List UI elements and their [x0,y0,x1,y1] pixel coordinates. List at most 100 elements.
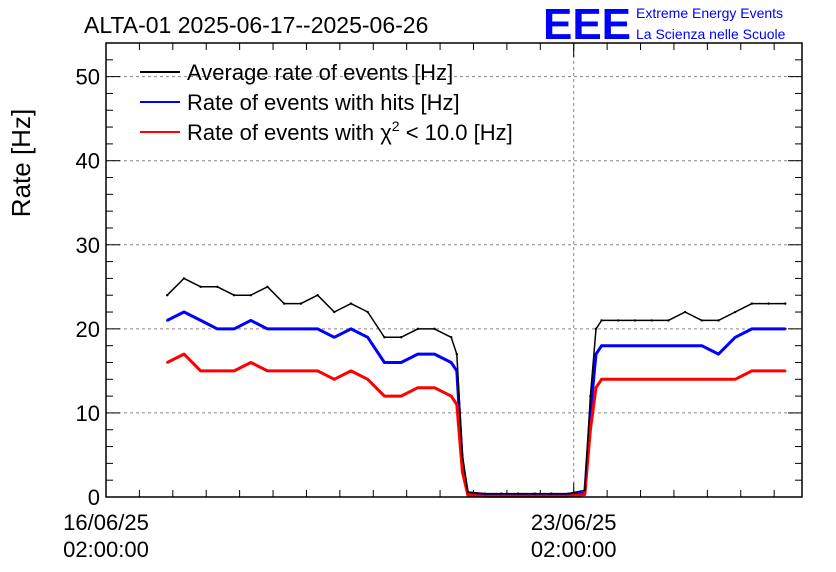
logo-mark: EEE [543,0,631,49]
series-point-0 [483,492,486,495]
series-point-1 [216,327,219,331]
series-point-0 [700,319,703,322]
series-point-0 [566,492,570,495]
series-point-0 [399,336,403,339]
eee-logo: EEE Extreme Energy Events La Scienza nel… [543,0,786,49]
series-point-0 [550,492,553,495]
series-point-0 [600,319,603,322]
series-point-0 [383,336,386,339]
series-point-2 [366,378,369,381]
data-series [166,277,787,498]
series-point-1 [266,327,269,331]
series-point-0 [232,294,236,297]
series-point-2 [466,494,470,497]
series-point-2 [750,369,754,373]
series-point-2 [433,386,436,389]
y-axis-label: Rate [Hz] [6,109,36,217]
series-point-1 [349,327,353,331]
y-tick-label: 0 [88,485,100,510]
series-point-0 [349,302,353,305]
series-point-2 [583,493,587,496]
series-point-2 [349,369,353,373]
series-point-2 [416,386,420,389]
series-point-2 [216,369,219,373]
series-point-1 [416,352,420,356]
y-tick-label: 10 [76,401,100,426]
series-point-1 [750,327,754,331]
series-point-2 [717,378,720,381]
series-point-0 [594,327,598,331]
series-point-2 [333,378,336,381]
series-point-0 [266,285,269,289]
legend-label-hits: Rate of events with hits [Hz] [187,90,460,115]
series-point-0 [416,327,420,331]
series-line-2 [166,352,786,498]
series-point-0 [583,489,587,492]
logo-line2: La Scienza nelle Scuole [636,26,786,42]
series-point-2 [600,378,603,381]
series-point-1 [383,361,386,364]
chart-title: ALTA-01 2025-06-17--2025-06-26 [84,12,428,38]
series-point-0 [667,319,670,322]
series-point-2 [617,378,620,381]
series-point-0 [461,453,464,457]
y-tick-label: 30 [76,233,100,258]
series-line-1 [166,310,786,497]
series-point-0 [450,336,453,339]
series-point-2 [767,369,770,373]
series-point-1 [594,352,598,356]
series-point-1 [166,319,169,322]
series-point-1 [366,336,369,339]
series-point-2 [589,428,592,431]
series-point-1 [450,361,453,364]
series-point-0 [455,352,458,356]
series-point-1 [249,319,252,322]
series-point-0 [633,319,637,322]
series-point-2 [733,378,737,381]
x-tick-label-date: 16/06/25 [63,510,149,535]
series-point-2 [650,378,653,381]
series-point-1 [717,352,720,356]
series-point-0 [182,277,186,280]
series-point-0 [733,310,737,314]
series-point-2 [455,403,458,406]
series-point-2 [282,369,286,373]
series-point-2 [700,378,703,381]
series-point-0 [516,492,520,495]
series-point-1 [232,327,236,331]
series-point-1 [333,336,336,339]
series-point-0 [216,285,219,289]
series-point-1 [667,344,670,347]
series-point-1 [299,327,303,331]
series-point-1 [433,352,436,356]
series-point-0 [617,319,620,322]
series-point-1 [617,344,620,347]
y-tick-label: 20 [76,317,100,342]
series-point-0 [249,294,252,297]
series-point-0 [500,492,503,495]
series-point-2 [633,378,637,381]
series-point-2 [667,378,670,381]
series-point-2 [784,369,787,373]
series-point-1 [199,319,202,322]
series-point-1 [784,327,787,331]
series-point-1 [767,327,770,331]
series-point-2 [683,378,687,381]
series-point-2 [166,361,169,364]
series-point-0 [199,285,202,289]
series-point-2 [594,386,598,389]
series-point-0 [683,310,687,314]
series-point-2 [266,369,269,373]
legend-label-chi2: Rate of events with χ2 < 10.0 [Hz] [187,118,513,145]
series-point-2 [399,394,403,398]
plot-frame [105,42,803,498]
legend: Average rate of events [Hz] Rate of even… [140,60,513,145]
series-point-2 [199,369,202,373]
series-point-0 [333,310,336,314]
series-point-0 [717,319,720,322]
series-point-1 [733,336,737,339]
series-point-2 [461,470,464,473]
series-point-0 [166,294,169,297]
series-point-1 [683,344,687,347]
